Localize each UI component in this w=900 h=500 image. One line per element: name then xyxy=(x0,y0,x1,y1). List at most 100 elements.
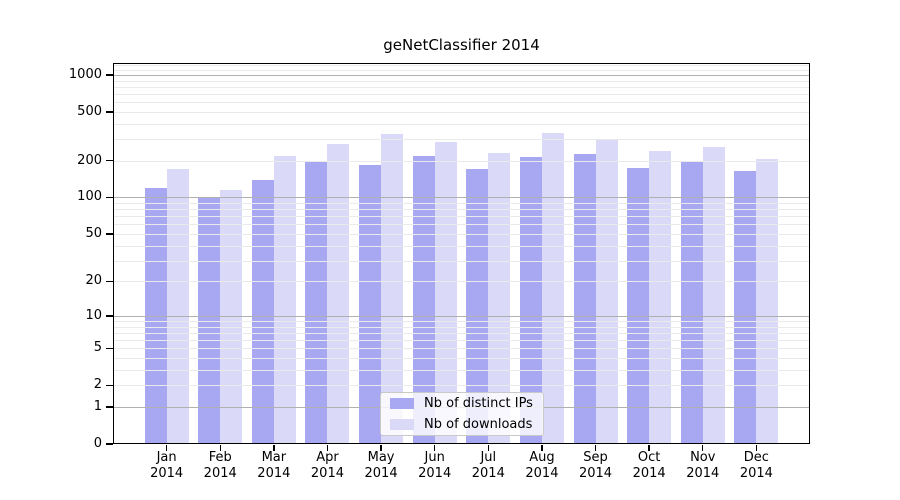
plot-area: Nb of distinct IPs Nb of downloads xyxy=(113,63,810,444)
x-tick-month: Jul xyxy=(480,450,497,465)
x-tick-label: Oct 2014 xyxy=(617,450,681,482)
x-tick-year: 2014 xyxy=(257,466,291,481)
y-tick-mark xyxy=(106,196,113,199)
y-tick-label: 500 xyxy=(77,103,102,119)
x-tick-month: Jan xyxy=(156,450,177,465)
bar-downloads xyxy=(488,153,511,444)
x-tick-year: 2014 xyxy=(203,466,237,481)
legend: Nb of distinct IPs Nb of downloads xyxy=(380,392,544,436)
bar-distinct-ips xyxy=(144,187,167,444)
bar-distinct-ips xyxy=(734,170,757,444)
bar-distinct-ips xyxy=(198,197,221,444)
y-tick-mark xyxy=(106,443,113,445)
y-tick-mark xyxy=(106,347,113,349)
x-tick-month: Jun xyxy=(424,450,445,465)
bar-distinct-ips xyxy=(359,164,382,444)
y-tick-label: 200 xyxy=(77,152,102,168)
x-tick-mark xyxy=(273,445,275,451)
legend-item-downloads: Nb of downloads xyxy=(390,415,543,434)
x-tick-year: 2014 xyxy=(686,466,720,481)
x-tick-label: May 2014 xyxy=(349,450,413,482)
y-tick-label: 10 xyxy=(85,307,102,323)
x-tick-year: 2014 xyxy=(418,466,452,481)
x-tick-year: 2014 xyxy=(471,466,505,481)
x-tick-label: Jul 2014 xyxy=(456,450,520,482)
chart-title: geNetClassifier 2014 xyxy=(383,36,540,54)
x-tick-label: Dec 2014 xyxy=(724,450,788,482)
bar-downloads xyxy=(702,146,725,444)
x-tick-label: Jan 2014 xyxy=(135,450,199,482)
bar-distinct-ips xyxy=(680,162,703,444)
y-tick-label: 100 xyxy=(77,189,102,205)
bar-downloads xyxy=(166,169,189,444)
bar-downloads xyxy=(541,133,564,444)
y-tick-mark xyxy=(106,111,113,113)
x-tick-month: Oct xyxy=(637,450,661,465)
y-tick-label: 50 xyxy=(85,225,102,241)
bars-layer xyxy=(113,63,810,444)
y-tick-mark xyxy=(106,280,113,283)
x-tick-month: May xyxy=(367,450,395,465)
y-tick-mark xyxy=(106,315,113,317)
bar-downloads xyxy=(649,151,672,444)
x-tick-year: 2014 xyxy=(739,466,773,481)
y-tick-mark xyxy=(106,74,113,76)
bar-downloads xyxy=(273,155,296,444)
x-tick-mark xyxy=(648,445,650,451)
x-tick-month: Sep xyxy=(583,450,608,465)
y-tick-mark xyxy=(106,384,113,386)
x-tick-mark xyxy=(165,445,168,451)
x-tick-mark xyxy=(702,445,704,451)
legend-label-distinct-ips: Nb of distinct IPs xyxy=(424,396,533,411)
bar-downloads xyxy=(434,141,457,444)
bar-distinct-ips xyxy=(573,154,596,444)
x-tick-month: Apr xyxy=(316,450,339,465)
x-tick-year: 2014 xyxy=(632,466,666,481)
bar-distinct-ips xyxy=(466,169,489,444)
x-tick-label: Feb 2014 xyxy=(188,450,252,482)
x-tick-mark xyxy=(541,445,543,451)
x-tick-month: Dec xyxy=(743,450,769,465)
y-tick-label: 1000 xyxy=(68,66,102,82)
y-tick-label: 2 xyxy=(93,377,102,393)
bar-distinct-ips xyxy=(251,179,274,444)
legend-item-distinct-ips: Nb of distinct IPs xyxy=(390,394,543,413)
bar-downloads xyxy=(756,159,779,444)
legend-swatch-downloads xyxy=(390,419,414,430)
legend-swatch-distinct-ips xyxy=(390,398,414,409)
x-tick-mark xyxy=(433,445,436,451)
x-tick-year: 2014 xyxy=(364,466,398,481)
bar-distinct-ips xyxy=(519,156,542,444)
bar-downloads xyxy=(381,134,404,444)
x-tick-mark xyxy=(219,445,221,451)
y-tick-mark xyxy=(106,160,113,162)
y-tick-label: 20 xyxy=(85,273,102,289)
bar-downloads xyxy=(327,143,350,444)
legend-label-downloads: Nb of downloads xyxy=(424,417,533,432)
x-tick-mark xyxy=(326,445,329,451)
x-tick-label: Aug 2014 xyxy=(510,450,574,482)
x-tick-label: Jun 2014 xyxy=(403,450,467,482)
x-tick-month: Nov xyxy=(690,450,716,465)
x-tick-month: Feb xyxy=(208,450,232,465)
bar-downloads xyxy=(220,190,243,444)
x-tick-label: Mar 2014 xyxy=(242,450,306,482)
y-tick-label: 0 xyxy=(93,436,102,451)
y-tick-mark xyxy=(106,233,113,235)
x-tick-year: 2014 xyxy=(310,466,344,481)
x-tick-month: Mar xyxy=(261,450,287,465)
bar-distinct-ips xyxy=(305,162,328,444)
x-tick-month: Aug xyxy=(529,450,555,465)
x-tick-year: 2014 xyxy=(150,466,184,481)
x-tick-mark xyxy=(487,445,489,451)
x-tick-mark xyxy=(380,445,382,451)
bar-distinct-ips xyxy=(412,155,435,444)
x-tick-label: Sep 2014 xyxy=(564,450,628,482)
bar-downloads xyxy=(595,139,618,444)
bar-distinct-ips xyxy=(627,167,650,444)
y-tick-label: 5 xyxy=(93,340,102,356)
x-tick-year: 2014 xyxy=(525,466,559,481)
x-tick-mark xyxy=(594,445,597,451)
x-tick-mark xyxy=(755,445,758,451)
